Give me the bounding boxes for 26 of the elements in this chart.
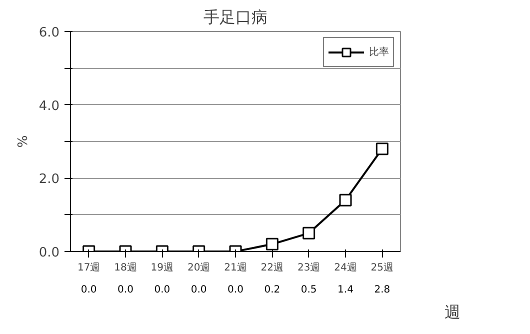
x-tick-label: 17週 [77, 262, 100, 274]
legend-label: 比率 [369, 46, 389, 59]
x-axis-title: 週 [444, 302, 460, 322]
x-tick-label: 18週 [114, 262, 137, 274]
chart-title: 手足口病 [204, 8, 268, 26]
data-label: 0.0 [190, 284, 207, 296]
x-tick-label: 21週 [224, 262, 247, 274]
y-tick-label: 4.0 [38, 98, 60, 114]
data-label: 0.0 [118, 284, 134, 296]
data-label: 0.0 [80, 284, 97, 296]
y-axis-title: % [16, 135, 31, 148]
x-tick-label: 19週 [150, 262, 174, 274]
data-label: 2.8 [374, 284, 390, 296]
x-tick-label: 24週 [334, 262, 357, 274]
data-label: 0.5 [300, 284, 317, 296]
y-tick-label: 6.0 [38, 26, 60, 40]
x-tick-label: 25週 [370, 262, 394, 274]
x-tick-label: 23週 [297, 262, 320, 274]
x-tick-label: 20週 [187, 262, 210, 274]
data-label: 1.4 [338, 284, 354, 296]
y-tick-label: 2.0 [38, 172, 60, 188]
x-tick-label: 22週 [260, 262, 284, 274]
y-tick-label: 0.0 [38, 246, 60, 260]
data-label: 0.2 [264, 284, 280, 296]
data-label: 0.0 [228, 284, 244, 296]
data-label: 0.0 [154, 284, 170, 296]
